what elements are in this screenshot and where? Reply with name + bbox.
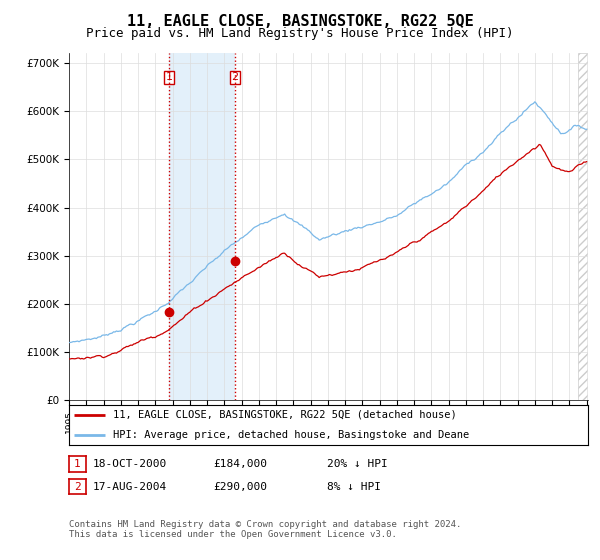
Text: £290,000: £290,000 bbox=[213, 482, 267, 492]
Text: Price paid vs. HM Land Registry's House Price Index (HPI): Price paid vs. HM Land Registry's House … bbox=[86, 27, 514, 40]
Text: 8% ↓ HPI: 8% ↓ HPI bbox=[327, 482, 381, 492]
Text: 1: 1 bbox=[166, 72, 172, 82]
Text: 11, EAGLE CLOSE, BASINGSTOKE, RG22 5QE (detached house): 11, EAGLE CLOSE, BASINGSTOKE, RG22 5QE (… bbox=[113, 410, 457, 420]
Text: 11, EAGLE CLOSE, BASINGSTOKE, RG22 5QE: 11, EAGLE CLOSE, BASINGSTOKE, RG22 5QE bbox=[127, 14, 473, 29]
Text: 17-AUG-2004: 17-AUG-2004 bbox=[93, 482, 167, 492]
Text: £184,000: £184,000 bbox=[213, 459, 267, 469]
Text: Contains HM Land Registry data © Crown copyright and database right 2024.
This d: Contains HM Land Registry data © Crown c… bbox=[69, 520, 461, 539]
Text: 18-OCT-2000: 18-OCT-2000 bbox=[93, 459, 167, 469]
Text: 2: 2 bbox=[232, 72, 239, 82]
Text: 2: 2 bbox=[74, 482, 81, 492]
Text: 1: 1 bbox=[74, 459, 81, 469]
Bar bbox=[578, 53, 588, 400]
Text: HPI: Average price, detached house, Basingstoke and Deane: HPI: Average price, detached house, Basi… bbox=[113, 430, 469, 440]
Bar bbox=[169, 53, 235, 400]
Text: 20% ↓ HPI: 20% ↓ HPI bbox=[327, 459, 388, 469]
